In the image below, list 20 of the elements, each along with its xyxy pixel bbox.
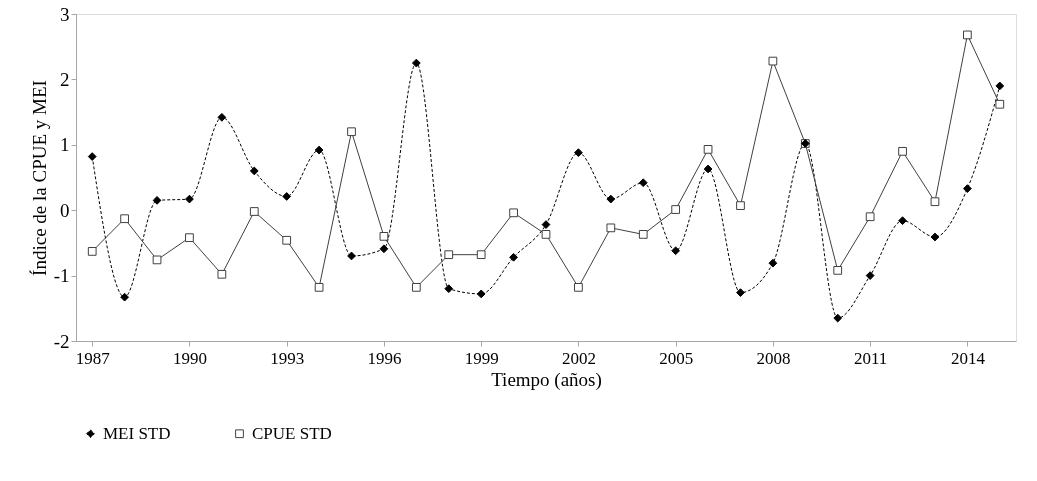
- x-tick-label: 2014: [950, 348, 986, 368]
- y-tick-label: 2: [60, 68, 70, 90]
- y-tick-label: -1: [53, 265, 70, 287]
- x-tick-label: 2011: [853, 348, 888, 368]
- x-tick-label: 1990: [172, 348, 207, 368]
- x-tick-label: 1999: [464, 348, 499, 368]
- y-tick-label: -2: [53, 330, 70, 352]
- x-tick-label: 1996: [367, 348, 402, 368]
- x-tick-label: 2005: [659, 348, 694, 368]
- x-tick-label: 2002: [561, 348, 596, 368]
- x-axis-title: Tiempo (años): [491, 368, 602, 391]
- y-tick-label: 3: [60, 3, 70, 25]
- x-tick-label: 1993: [270, 348, 305, 368]
- y-tick-label: 0: [60, 199, 70, 221]
- y-tick-label: 1: [60, 134, 70, 156]
- x-tick-label: 2008: [756, 348, 791, 368]
- legend-label: MEI STD: [103, 423, 171, 443]
- y-axis-title: Índice de la CPUE y MEI: [28, 80, 50, 276]
- legend-label: CPUE STD: [252, 423, 332, 443]
- x-tick-label: 1987: [75, 348, 111, 368]
